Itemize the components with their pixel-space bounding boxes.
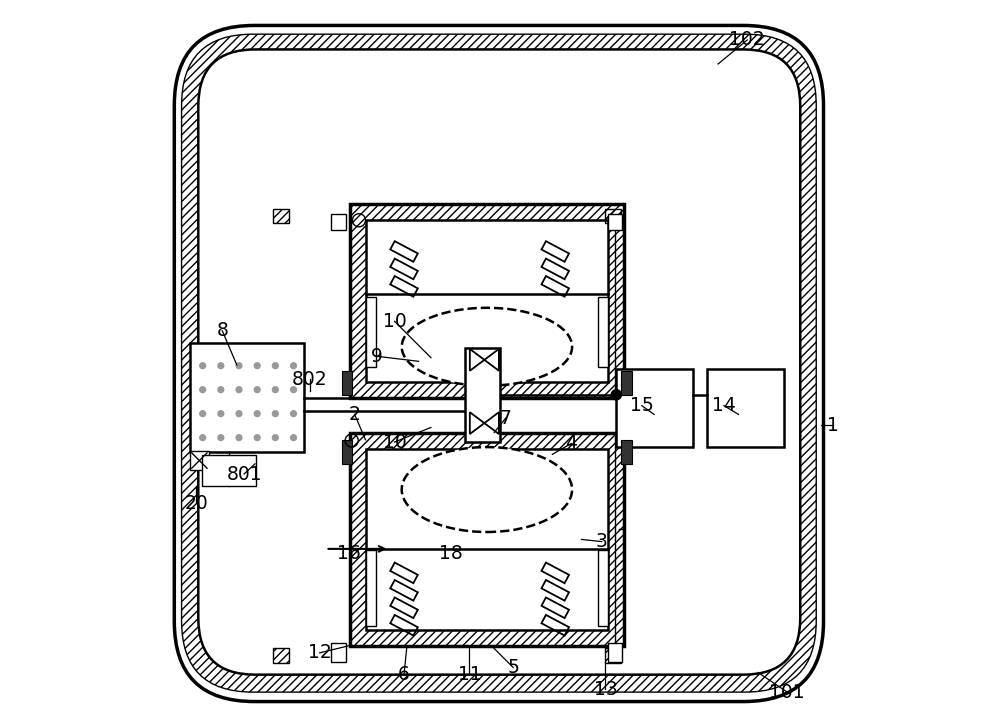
Circle shape xyxy=(218,387,224,393)
Circle shape xyxy=(272,411,278,417)
Circle shape xyxy=(254,363,260,369)
Circle shape xyxy=(218,363,224,369)
Bar xyxy=(366,449,608,630)
Circle shape xyxy=(254,387,260,393)
Circle shape xyxy=(254,411,260,417)
FancyBboxPatch shape xyxy=(174,25,824,702)
Text: 15: 15 xyxy=(630,396,654,415)
Bar xyxy=(608,643,622,662)
Text: 9: 9 xyxy=(370,347,382,366)
Bar xyxy=(605,209,621,223)
Text: 5: 5 xyxy=(507,658,519,677)
Text: 3: 3 xyxy=(596,532,608,551)
Bar xyxy=(598,297,608,367)
Bar xyxy=(707,369,784,447)
Text: 13: 13 xyxy=(594,680,617,699)
Circle shape xyxy=(236,435,242,441)
Text: 18: 18 xyxy=(439,545,462,563)
Bar xyxy=(605,648,621,663)
Text: 802: 802 xyxy=(292,370,327,389)
Text: 4: 4 xyxy=(565,434,577,453)
Bar xyxy=(331,643,346,662)
Text: 16: 16 xyxy=(337,545,361,563)
Text: 7: 7 xyxy=(500,409,512,427)
Circle shape xyxy=(200,411,206,417)
Bar xyxy=(366,220,608,382)
Text: 10: 10 xyxy=(383,433,406,451)
Circle shape xyxy=(291,411,296,417)
Circle shape xyxy=(200,387,206,393)
Circle shape xyxy=(291,387,296,393)
Text: 102: 102 xyxy=(729,31,765,49)
Bar xyxy=(465,348,500,442)
Circle shape xyxy=(218,411,224,417)
Circle shape xyxy=(236,411,242,417)
Bar xyxy=(366,550,376,626)
Bar xyxy=(350,433,624,646)
Text: 1: 1 xyxy=(827,416,839,435)
Text: 2: 2 xyxy=(349,405,361,424)
Bar xyxy=(202,455,256,486)
Bar xyxy=(342,371,352,395)
Circle shape xyxy=(236,363,242,369)
Text: 8: 8 xyxy=(216,321,228,340)
Text: 14: 14 xyxy=(712,396,736,415)
Text: 20: 20 xyxy=(184,494,208,513)
Circle shape xyxy=(218,435,224,441)
Bar xyxy=(616,369,693,447)
Bar xyxy=(190,451,209,470)
Bar xyxy=(598,550,608,626)
Bar xyxy=(350,204,624,398)
Bar xyxy=(621,371,632,395)
Bar xyxy=(342,440,352,464)
Circle shape xyxy=(254,435,260,441)
Circle shape xyxy=(200,435,206,441)
Bar xyxy=(273,648,289,663)
Ellipse shape xyxy=(402,447,572,532)
Circle shape xyxy=(272,363,278,369)
Text: 10: 10 xyxy=(383,312,406,331)
Circle shape xyxy=(236,387,242,393)
Circle shape xyxy=(272,435,278,441)
Circle shape xyxy=(611,390,621,400)
Bar xyxy=(366,297,376,367)
Circle shape xyxy=(291,435,296,441)
Text: 6: 6 xyxy=(398,665,410,684)
Text: 101: 101 xyxy=(769,683,805,702)
Bar xyxy=(621,440,632,464)
Circle shape xyxy=(291,363,296,369)
Bar xyxy=(273,209,289,223)
Ellipse shape xyxy=(402,308,572,386)
Bar xyxy=(608,214,622,230)
Text: 801: 801 xyxy=(226,465,262,483)
Bar xyxy=(331,214,346,230)
Bar xyxy=(190,343,304,452)
Text: 12: 12 xyxy=(308,643,332,662)
Circle shape xyxy=(272,387,278,393)
Text: 11: 11 xyxy=(458,665,481,684)
FancyBboxPatch shape xyxy=(198,49,800,675)
Circle shape xyxy=(200,363,206,369)
